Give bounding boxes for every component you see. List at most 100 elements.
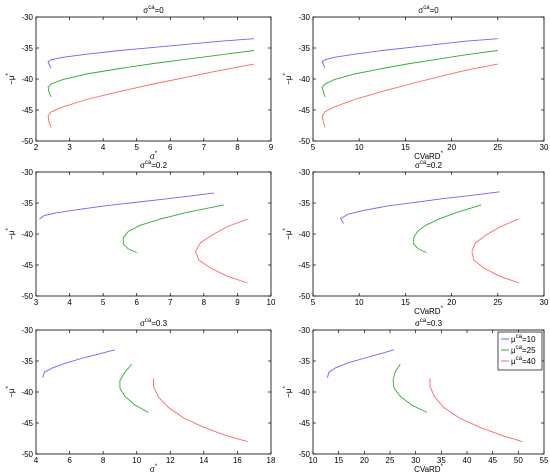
x-axis-label: CVaRD* [414,306,444,316]
y-tick-label: -40 [21,75,33,84]
series-line-3 [47,63,255,128]
x-tick-label: 9 [269,143,274,152]
legend-entry-3: μca=40 [511,356,536,366]
y-axis-label: −μ* [283,73,293,85]
x-axis-label: σ* [150,464,158,472]
series-line-3 [321,63,498,128]
y-tick-label: -50 [21,292,33,301]
y-tick-label: -45 [298,419,310,428]
y-tick-label: -30 [21,168,33,177]
y-tick-label: -30 [298,13,310,22]
y-tick-label: -45 [21,106,33,115]
x-tick-label: 20 [360,456,369,465]
x-tick-label: 40 [463,456,472,465]
series-line-3 [471,218,520,284]
chart-title: σca=0.3 [415,318,443,328]
x-tick-label: 10 [355,143,364,152]
series-line-3 [195,218,248,284]
x-tick-label: 6 [67,456,72,465]
x-tick-label: 10 [309,456,318,465]
y-tick-label: -40 [298,230,310,239]
series-line-2 [122,204,225,254]
chart-title: σca=0 [143,5,164,15]
legend-box [497,331,543,371]
y-tick-label: -50 [298,450,310,459]
legend-entry-2: μca=25 [511,345,536,355]
chart-panel-2: 5 10 15 20 25 30 -50 -45 -40 -35 -30 σca=0 CVaRD* −μ* [283,5,549,161]
y-axis-label: −μ* [6,386,16,398]
plot-frame [35,329,272,455]
x-tick-label: 30 [540,298,549,307]
x-tick-label: 10 [132,456,141,465]
y-tick-label: -50 [298,137,310,146]
x-axis-label: σ* [150,151,158,161]
chart-panel-1: 2 3 4 5 6 7 8 9 -50 -45 -40 -35 -30 σca=0 σ* −μ* [6,5,274,161]
y-tick-label: -35 [298,357,310,366]
y-tick-label: -50 [21,450,33,459]
x-tick-label: 20 [447,298,456,307]
x-tick-label: 4 [101,143,106,152]
y-tick-label: -35 [21,44,33,53]
x-tick-label: 5 [311,298,316,307]
series-line-1 [326,349,395,378]
y-tick-label: -40 [298,388,310,397]
y-tick-label: -45 [21,261,33,270]
chart-panel-3: 3 4 5 6 7 8 9 10 -50 -45 -40 -35 -30 σca=0.2 −μ* [6,160,276,307]
x-tick-label: 4 [34,456,39,465]
series-line-2 [119,363,149,413]
x-tick-label: 3 [34,298,39,307]
chart-panel-6: 10 15 20 25 30 35 40 45 50 55 -50 -45 -40 -35 -30 σca=0… [283,318,549,472]
x-tick-label: 3 [67,143,72,152]
y-tick-label: -45 [21,419,33,428]
x-tick-label: 45 [488,456,497,465]
x-tick-label: 6 [168,143,173,152]
chart-panel-5: 4 6 8 10 12 14 16 18 -50 -45 -40 -35 -30 σca=0.3 σ* −μ* [6,318,276,472]
chart-title: σca=0.3 [140,318,168,328]
y-tick-label: -35 [21,199,33,208]
x-tick-label: 15 [401,143,410,152]
series-line-1 [47,38,255,69]
x-tick-label: 35 [437,456,446,465]
y-tick-label: -30 [21,326,33,335]
x-tick-label: 7 [168,298,173,307]
x-tick-label: 25 [493,298,502,307]
x-tick-label: 10 [267,298,276,307]
y-tick-label: -45 [298,261,310,270]
chart-title: σca=0 [418,5,439,15]
x-tick-label: 8 [235,143,240,152]
x-tick-label: 8 [202,298,207,307]
y-tick-label: -30 [298,168,310,177]
x-tick-label: 6 [134,298,139,307]
y-tick-label: -35 [298,44,310,53]
x-tick-label: 9 [235,298,240,307]
x-tick-label: 30 [411,456,420,465]
x-axis-label: CVaRD* [414,464,444,472]
y-tick-label: -35 [21,357,33,366]
y-tick-label: -30 [298,326,310,335]
series-line-1 [42,349,116,378]
x-tick-label: 15 [334,456,343,465]
chart-panel-4: 5 10 15 20 25 30 -50 -45 -40 -35 -30 σca=0.2 CVaRD* −… [283,160,549,316]
y-tick-label: -35 [298,199,310,208]
y-tick-label: -45 [298,106,310,115]
x-tick-label: 5 [311,143,316,152]
x-tick-label: 5 [134,143,139,152]
y-tick-label: -30 [21,13,33,22]
x-tick-label: 5 [101,298,106,307]
x-tick-label: 50 [514,456,523,465]
x-tick-label: 8 [101,456,106,465]
series-line-2 [392,363,428,413]
y-tick-label: -50 [21,137,33,146]
y-tick-label: -50 [298,292,310,301]
y-axis-label: −μ* [6,228,16,240]
x-tick-label: 4 [67,298,72,307]
x-tick-label: 25 [386,456,395,465]
chart-title: σca=0.2 [415,160,443,170]
plot-frame [35,171,272,297]
series-line-1 [39,192,214,220]
plot-frame [35,16,272,142]
series-line-2 [47,50,255,98]
x-tick-label: 55 [540,456,549,465]
x-tick-label: 25 [493,143,502,152]
